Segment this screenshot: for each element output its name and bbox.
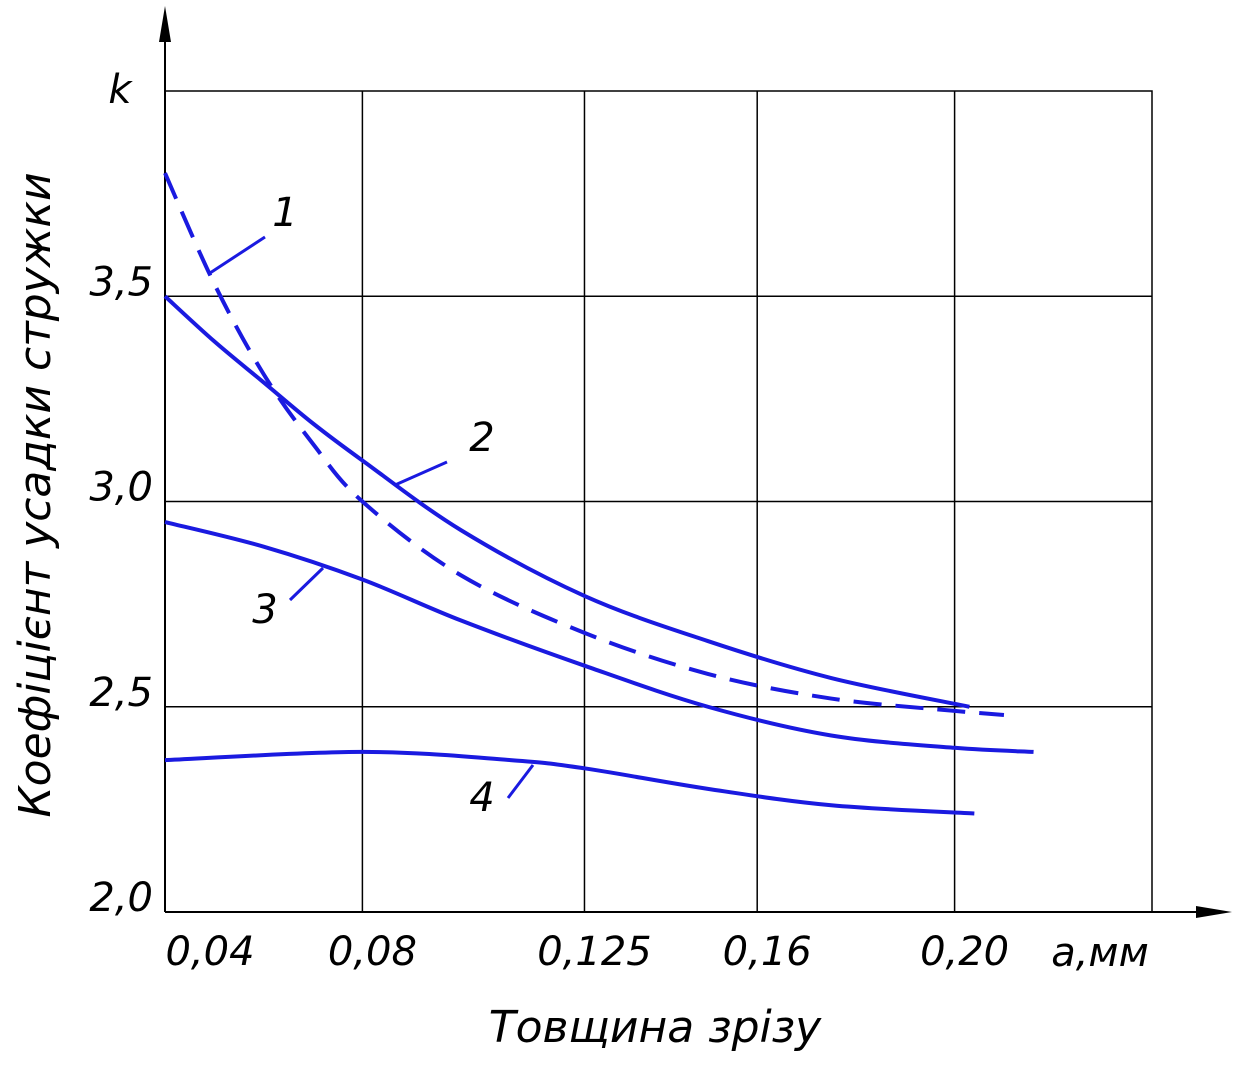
x-axis-arrow xyxy=(1196,906,1232,918)
data-line xyxy=(163,294,970,709)
leader-line xyxy=(209,235,266,275)
y-axis-arrow xyxy=(159,6,171,42)
leader-line xyxy=(288,566,325,602)
series-label: 3 xyxy=(252,587,277,633)
y-tick-label: 3,0 xyxy=(89,465,153,511)
series-label: 4 xyxy=(469,775,494,821)
data-line xyxy=(163,172,1005,717)
y-tick-label: 2,5 xyxy=(89,670,153,716)
series-label: 2 xyxy=(469,415,494,461)
x-tick-label: 0,16 xyxy=(723,929,812,975)
series-label: 1 xyxy=(272,190,297,236)
y-tick-label: 3,5 xyxy=(89,259,153,305)
leader-line xyxy=(506,764,535,799)
y-axis-title: Коефіцієнт усадки стружки xyxy=(10,172,61,817)
x-tick-label: 0,04 xyxy=(165,929,254,975)
plot-frame xyxy=(165,90,1153,912)
leader-line xyxy=(394,460,448,487)
x-axis-symbol: a,мм xyxy=(1051,930,1149,976)
x-axis-title: Товщина зрізу xyxy=(489,1002,822,1053)
data-line xyxy=(164,749,975,816)
x-tick-label: 0,20 xyxy=(920,929,1009,975)
y-axis-symbol: k xyxy=(108,67,133,113)
x-tick-label: 0,125 xyxy=(537,929,652,975)
data-line xyxy=(164,520,1034,754)
x-tick-label: 0,08 xyxy=(328,929,417,975)
y-tick-label: 2,0 xyxy=(89,875,153,921)
